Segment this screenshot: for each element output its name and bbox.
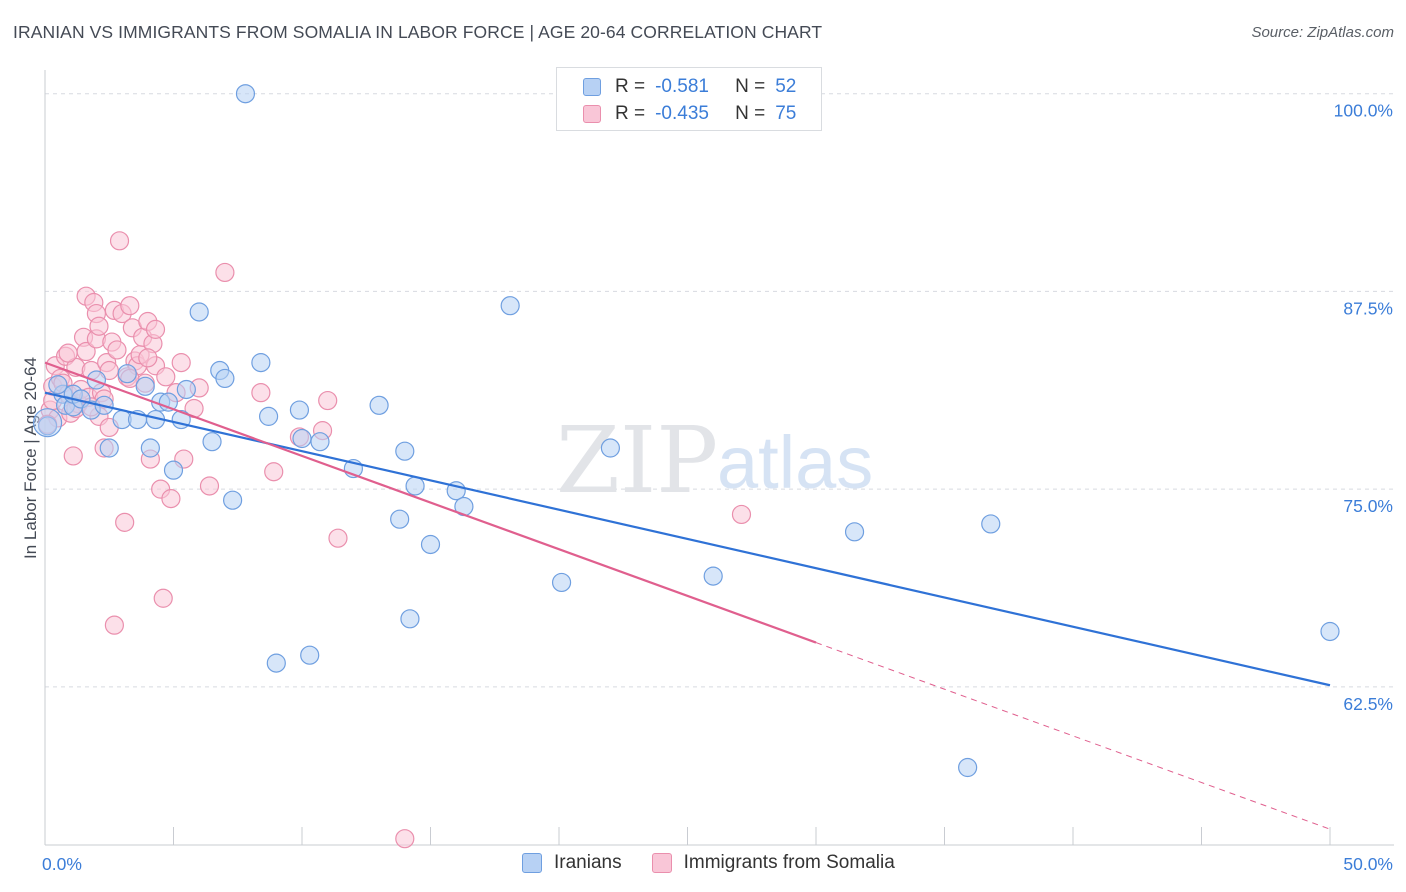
iranian-point [135, 376, 155, 396]
somalia-point [156, 367, 176, 387]
iranian-point [140, 438, 160, 458]
iranian-point [117, 364, 137, 384]
somalia-trend-line [44, 361, 817, 644]
iranian-point [251, 353, 271, 373]
somalia-point [58, 343, 78, 363]
iranian-point [292, 428, 312, 449]
x-tick-label: 0.0% [42, 854, 82, 874]
legend-n-value: 52 [775, 76, 797, 97]
iranian-point [258, 406, 279, 426]
somalia-point [318, 390, 338, 411]
chart-title: IRANIAN VS IMMIGRANTS FROM SOMALIA IN LA… [13, 22, 823, 42]
y-tick-label: 75.0% [1343, 496, 1393, 516]
iranian-point [202, 432, 222, 452]
x-tick-label: 50.0% [1343, 854, 1393, 874]
iranian-point [300, 645, 320, 665]
source-credit: Source: ZipAtlas.com [1251, 24, 1394, 41]
iranian-point [37, 416, 58, 436]
iranian-point [48, 375, 68, 395]
y-tick-label: 87.5% [1343, 298, 1393, 318]
legend-item-somalia[interactable]: Immigrants from Somalia [651, 852, 895, 874]
somalia-point [109, 231, 130, 251]
somalia-point [138, 348, 158, 368]
somalia-point [199, 476, 220, 496]
somalia-point [251, 383, 271, 403]
iranian-point [844, 522, 865, 542]
legend-r-value: -0.435 [655, 103, 709, 124]
iranian-point [551, 572, 572, 593]
legend-swatch-blue [522, 853, 542, 873]
somalia-point [171, 353, 191, 373]
iranian-point [86, 370, 107, 390]
legend-label: Immigrants from Somalia [683, 852, 895, 873]
legend-row-iranians: R = -0.581 N = 52 [583, 75, 796, 99]
somalia-point [731, 504, 752, 525]
iranian-point [369, 395, 389, 415]
correlation-legend: R = -0.581 N = 52 R = -0.435 N = 75 [556, 67, 822, 131]
watermark-zip: ZIP [556, 407, 718, 514]
legend-r-label: R = [615, 103, 646, 124]
iranian-point [310, 432, 330, 452]
legend-label: Iranians [554, 852, 622, 873]
iranian-point [600, 438, 621, 458]
legend-item-iranians[interactable]: Iranians [522, 852, 622, 874]
somalia-point [328, 528, 348, 548]
iranian-point [189, 302, 209, 322]
iranian-point [289, 400, 310, 420]
y-axis-label: In Labor Force | Age 20-64 [21, 357, 40, 559]
somalia-point [120, 296, 140, 316]
somalia-point [145, 319, 166, 339]
watermark-atlas: atlas [717, 421, 873, 504]
y-tick-label: 62.5% [1343, 694, 1393, 714]
legend-n-value: 75 [775, 103, 797, 124]
y-tick-label: 100.0% [1334, 101, 1393, 121]
somalia-point [104, 615, 124, 635]
somalia-point [395, 829, 415, 849]
iranian-point [400, 609, 420, 629]
iranian-point [981, 514, 1001, 534]
somalia-point [215, 262, 235, 283]
somalia-point [264, 462, 284, 482]
legend-r-value: -0.581 [655, 76, 709, 97]
iranian-point [215, 368, 235, 389]
legend-r-label: R = [615, 76, 646, 97]
somalia-point [115, 512, 135, 532]
iranian-point [266, 653, 286, 673]
somalia-point [161, 489, 181, 509]
iranian-point-large [32, 408, 63, 438]
iranian-point [223, 490, 243, 510]
iranian-point [1320, 621, 1340, 642]
iranian-point [99, 438, 119, 458]
somalia-point [107, 340, 127, 360]
iranian-point [405, 476, 425, 496]
legend-swatch-blue [583, 78, 601, 96]
somalia-trend-extension [815, 642, 1331, 830]
iranian-point [958, 757, 978, 778]
iranian-point [176, 379, 196, 400]
iranian-point [390, 509, 410, 529]
iranian-point [703, 566, 723, 586]
series-legend: Iranians Immigrants from Somalia [522, 852, 925, 874]
legend-row-somalia: R = -0.435 N = 75 [583, 102, 796, 126]
iranian-point [420, 534, 441, 555]
legend-n-label: N = [735, 76, 766, 97]
legend-n-label: N = [735, 103, 766, 124]
iranian-point [500, 296, 520, 316]
iranian-point [235, 84, 256, 104]
somalia-point [153, 588, 173, 608]
somalia-point [63, 446, 83, 466]
somalia-point [89, 316, 109, 336]
legend-swatch-pink [583, 105, 601, 123]
iranian-point [395, 441, 415, 461]
legend-swatch-pink [651, 853, 672, 873]
iranian-point [163, 460, 184, 480]
